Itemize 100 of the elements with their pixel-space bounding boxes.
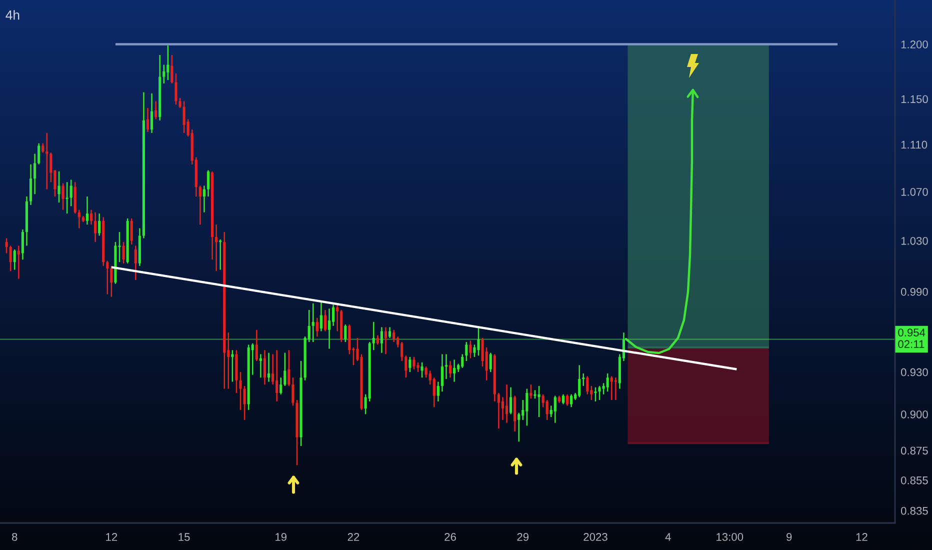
candlestick (509, 386, 512, 415)
candlestick (606, 372, 609, 392)
candlestick (263, 349, 266, 386)
candlestick (21, 228, 24, 260)
candlestick (86, 196, 89, 226)
candlestick (134, 245, 137, 281)
candlestick (198, 185, 202, 226)
y-tick-label: 1.110 (901, 140, 928, 149)
candlestick (376, 334, 379, 346)
candlestick (178, 97, 182, 109)
y-tick-label: 1.030 (901, 236, 928, 245)
candlestick (518, 412, 520, 442)
x-tick-label: 12 (856, 533, 868, 541)
candlestick (424, 366, 428, 378)
candlestick (538, 385, 540, 418)
x-tick-label: 15 (178, 533, 190, 541)
candlestick (288, 349, 290, 387)
candlestick (530, 384, 532, 400)
candlestick (336, 304, 339, 332)
candlestick (392, 329, 396, 343)
candlestick (174, 72, 178, 106)
candlestick (267, 352, 270, 382)
candlestick (5, 238, 8, 254)
candlestick (312, 302, 314, 343)
candlestick (594, 386, 597, 402)
candlestick (436, 381, 440, 402)
candlestick (598, 385, 601, 401)
candlestick (13, 248, 16, 270)
candlestick (546, 399, 548, 421)
candlestick (292, 376, 294, 406)
candlestick (497, 392, 500, 430)
candlestick (324, 309, 327, 332)
candlestick (202, 185, 206, 213)
candlestick (38, 142, 40, 165)
candlestick (284, 352, 286, 387)
candlestick (182, 100, 186, 134)
candlestick (412, 356, 416, 370)
ref-line-label: 0.954 02:11 (898, 328, 926, 348)
candlestick (465, 341, 468, 362)
candlestick (578, 364, 581, 398)
candlestick (562, 394, 565, 405)
candlestick (42, 142, 44, 154)
candlestick (34, 153, 36, 195)
candlestick (58, 170, 60, 204)
candlestick (582, 372, 585, 387)
candlestick (9, 245, 12, 272)
text: 4h (6, 10, 20, 20)
candlestick (408, 356, 412, 373)
candlestick (106, 260, 109, 295)
candlestick (332, 304, 335, 326)
candlestick (400, 341, 404, 362)
candlestick (239, 371, 242, 411)
x-tick-label: 29 (517, 533, 529, 541)
y-tick-label: 1.070 (901, 188, 928, 196)
x-tick-label: 8 (12, 533, 18, 541)
candlestick (98, 212, 101, 236)
candlestick (316, 317, 318, 338)
candlestick (453, 359, 456, 382)
candlestick (444, 354, 448, 380)
x-tick-label: 22 (348, 533, 360, 541)
candlestick (404, 354, 408, 378)
candlestick (566, 394, 569, 406)
candlestick (432, 376, 436, 408)
candlestick (610, 376, 613, 401)
candlestick (46, 132, 48, 190)
candlestick (170, 54, 174, 84)
candlestick (448, 360, 452, 378)
candlestick (384, 326, 388, 355)
candlestick (586, 376, 589, 395)
candlestick (489, 352, 492, 373)
x-tick-label: 2023 (584, 533, 608, 541)
candlestick (146, 107, 150, 132)
y-tick-label: 0.930 (900, 368, 928, 376)
candlestick (344, 324, 347, 343)
x-tick-label: 19 (276, 533, 287, 541)
candlestick (554, 395, 556, 424)
candlestick (206, 170, 210, 198)
candlestick (501, 396, 504, 421)
candlestick (461, 354, 464, 369)
candlestick (62, 182, 64, 210)
candlestick (90, 209, 93, 226)
candlestick (388, 326, 392, 339)
y-tick-label: 0.855 (900, 476, 928, 484)
x-tick-label: 9 (786, 533, 792, 541)
candlestick (276, 349, 278, 402)
candlestick (372, 321, 375, 351)
candlestick (215, 224, 218, 272)
candlestick (154, 100, 158, 120)
candlestick (110, 265, 113, 298)
y-tick-label: 0.990 (900, 288, 928, 296)
candlestick (614, 376, 617, 401)
candlestick (380, 326, 383, 354)
candlestick (481, 337, 484, 368)
y-tick-label: 1.200 (901, 40, 928, 48)
candlestick (570, 394, 573, 408)
candlestick (280, 376, 282, 395)
candlestick (505, 384, 508, 424)
x-tick-label: 26 (444, 533, 456, 541)
candlestick (526, 388, 528, 426)
candlestick (94, 212, 97, 243)
